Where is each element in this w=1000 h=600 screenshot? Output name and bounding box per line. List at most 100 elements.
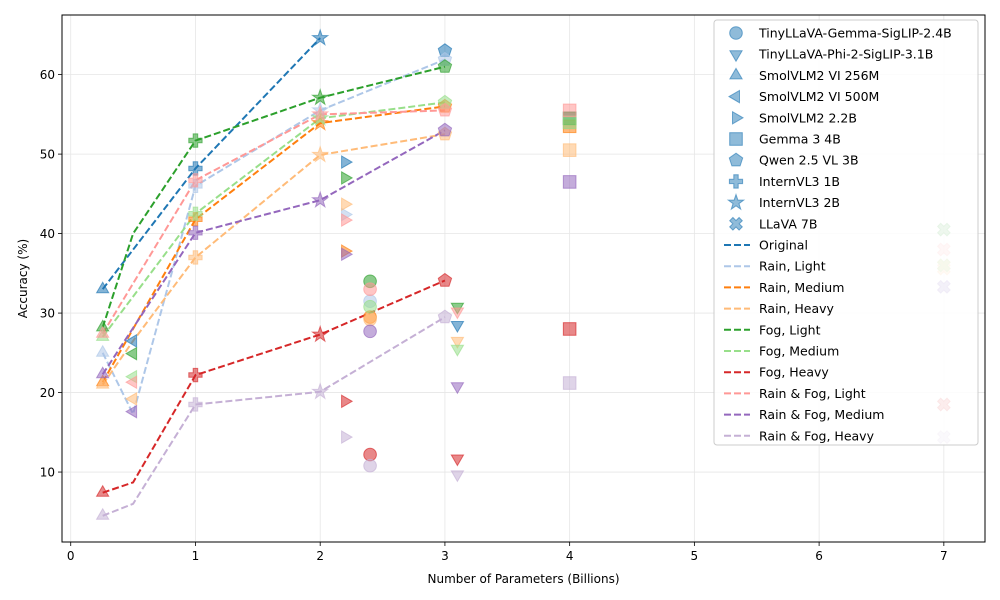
y-tick-label: 50 bbox=[40, 148, 55, 162]
data-point-qwen-2-5-vl-3b-rain-fog-heavy bbox=[437, 309, 453, 324]
x-tick-label: 5 bbox=[691, 549, 699, 563]
data-point-smolvlm2-2-2b-fog-light bbox=[341, 171, 354, 185]
legend-marker-triangle-up-icon bbox=[729, 67, 743, 80]
legend-entry-label: InternVL3 1B bbox=[759, 174, 840, 189]
data-point-internvl3-2b-rain-fog-medium bbox=[310, 190, 330, 208]
x-axis-label: Number of Parameters (Billions) bbox=[427, 572, 619, 586]
series-line-rain-medium bbox=[101, 105, 446, 383]
data-point-qwen-2-5-vl-3b-rain-fog-medium bbox=[437, 122, 453, 137]
legend-marker-star-icon bbox=[726, 192, 746, 211]
legend-entry-label: SmolVLM2 VI 256M bbox=[759, 68, 879, 83]
y-tick-label: 60 bbox=[40, 68, 55, 82]
data-point-tinyllava-phi-2-siglip-3-1b-rain-fog-medium bbox=[450, 382, 465, 395]
data-point-internvl3-2b-fog-light bbox=[310, 88, 330, 106]
data-point-smolvlm2-2-2b-original bbox=[341, 155, 354, 169]
data-point-tinyllava-phi-2-siglip-3-1b-rain-fog-heavy bbox=[450, 470, 465, 483]
x-tick-label: 3 bbox=[441, 549, 449, 563]
data-point-internvl3-1b-rain-fog-light bbox=[188, 173, 203, 188]
data-point-tinyllava-gemma-siglip-2-4b-rain-heavy bbox=[363, 312, 377, 327]
legend: TinyLLaVA-Gemma-SigLIP-2.4B TinyLLaVA-Phi… bbox=[713, 19, 979, 446]
data-point-gemma-3-4b-rain-fog-heavy bbox=[562, 376, 577, 390]
x-tick-label: 6 bbox=[815, 549, 823, 563]
data-point-tinyllava-phi-2-siglip-3-1b-rain-heavy bbox=[450, 336, 465, 349]
y-axis-label: Accuracy (%) bbox=[16, 239, 30, 318]
legend-marker-triangle-down-icon bbox=[729, 50, 743, 63]
legend-entry-label: Rain & Fog, Light bbox=[759, 386, 866, 401]
data-point-tinyllava-gemma-siglip-2-4b-rain-fog-light bbox=[363, 282, 377, 297]
data-point-tinyllava-phi-2-siglip-3-1b-fog-heavy bbox=[450, 454, 465, 467]
data-point-internvl3-1b-fog-light bbox=[188, 133, 203, 148]
data-point-smolvlm2-vi-256m-rain-fog-medium bbox=[95, 366, 110, 379]
data-point-internvl3-2b-rain-medium bbox=[310, 113, 330, 131]
data-point-tinyllava-gemma-siglip-2-4b-rain-fog-medium bbox=[363, 324, 377, 339]
data-point-smolvlm2-vi-256m-rain-heavy bbox=[95, 376, 110, 389]
legend-entry-label: Rain & Fog, Medium bbox=[759, 407, 884, 422]
data-point-smolvlm2-vi-500m-rain-fog-light bbox=[125, 375, 138, 390]
x-tick-label: 4 bbox=[566, 549, 574, 563]
legend-entry-label: TinyLLaVA-Gemma-SigLIP-2.4B bbox=[758, 26, 952, 41]
x-tick-label: 2 bbox=[316, 549, 324, 563]
legend-marker-triangle-left-icon bbox=[728, 89, 740, 104]
legend-marker-triangle-right-icon bbox=[732, 110, 744, 125]
legend-entry-label: Qwen 2.5 VL 3B bbox=[759, 153, 859, 168]
data-point-internvl3-2b-original bbox=[310, 28, 330, 46]
legend-entry-label: SmolVLM2 2.2B bbox=[759, 110, 857, 125]
legend-entry-label: Rain & Fog, Heavy bbox=[759, 428, 875, 443]
y-tick-label: 20 bbox=[40, 386, 55, 400]
legend-entry-label: LLaVA 7B bbox=[759, 216, 817, 231]
legend-box bbox=[713, 19, 979, 446]
legend-entry-label: TinyLLaVA-Phi-2-SigLIP-3.1B bbox=[758, 47, 933, 62]
data-point-smolvlm2-vi-256m-rain-fog-heavy bbox=[95, 507, 110, 520]
legend-entry-label: Fog, Medium bbox=[759, 344, 839, 359]
data-point-gemma-3-4b-fog-medium bbox=[562, 115, 577, 130]
legend-marker-circle-icon bbox=[729, 26, 743, 40]
legend-entry-label: Fog, Light bbox=[759, 322, 821, 337]
legend-entry-label: Rain, Medium bbox=[759, 280, 844, 295]
data-point-smolvlm2-vi-256m-rain-light bbox=[95, 344, 110, 357]
y-tick-label: 40 bbox=[40, 227, 55, 241]
data-point-smolvlm2-2-2b-fog-heavy bbox=[341, 394, 354, 409]
series-line-fog-light bbox=[101, 65, 446, 328]
data-point-gemma-3-4b-rain-fog-medium bbox=[562, 175, 577, 189]
data-point-internvl3-2b-rain-heavy bbox=[311, 145, 330, 163]
legend-entry-label: Rain, Light bbox=[759, 259, 826, 274]
data-point-tinyllava-phi-2-siglip-3-1b-original bbox=[450, 321, 465, 333]
legend-entry-label: SmolVLM2 VI 500M bbox=[759, 89, 879, 104]
x-tick-label: 1 bbox=[192, 549, 200, 563]
data-point-smolvlm2-2-2b-rain-fog-light bbox=[341, 213, 354, 227]
data-point-smolvlm2-vi-256m-fog-heavy bbox=[95, 484, 110, 497]
series-line-fog-heavy bbox=[102, 279, 446, 494]
data-point-smolvlm2-vi-500m-fog-light bbox=[125, 346, 138, 361]
data-point-internvl3-1b-fog-medium bbox=[188, 206, 203, 221]
legend-entry-label: Gemma 3 4B bbox=[759, 132, 841, 147]
x-tick-label: 7 bbox=[940, 549, 948, 563]
legend-entry-label: Fog, Heavy bbox=[759, 365, 829, 380]
y-tick-label: 10 bbox=[40, 466, 55, 480]
data-point-smolvlm2-2-2b-rain-heavy bbox=[341, 197, 354, 212]
data-point-qwen-2-5-vl-3b-rain-fog-light bbox=[437, 102, 453, 117]
data-point-smolvlm2-vi-500m-original bbox=[125, 333, 138, 348]
x-tick-label: 0 bbox=[67, 549, 75, 563]
data-point-internvl3-1b-rain-fog-heavy bbox=[188, 397, 203, 412]
data-point-smolvlm2-vi-500m-rain-fog-medium bbox=[125, 404, 138, 419]
data-point-smolvlm2-vi-256m-original bbox=[95, 281, 110, 294]
data-point-smolvlm2-2-2b-rain-fog-heavy bbox=[341, 430, 354, 444]
data-point-tinyllava-gemma-siglip-2-4b-fog-medium bbox=[363, 299, 377, 314]
data-point-qwen-2-5-vl-3b-fog-light bbox=[437, 59, 453, 73]
series-line-original bbox=[101, 37, 321, 290]
data-point-internvl3-1b-fog-heavy bbox=[188, 367, 203, 383]
data-point-gemma-3-4b-fog-heavy bbox=[562, 322, 577, 336]
data-point-smolvlm2-vi-256m-rain-fog-light bbox=[95, 325, 110, 338]
plot-frame bbox=[61, 14, 986, 543]
data-point-gemma-3-4b-rain-fog-light bbox=[562, 103, 577, 118]
series-line-rain-fog-heavy bbox=[102, 316, 446, 517]
y-tick-label: 30 bbox=[40, 307, 55, 321]
data-point-tinyllava-gemma-siglip-2-4b-rain-fog-heavy bbox=[363, 458, 377, 473]
data-point-tinyllava-phi-2-siglip-3-1b-fog-medium bbox=[450, 344, 465, 357]
series-line-rain-fog-light bbox=[101, 109, 445, 335]
legend-entry-label: InternVL3 2B bbox=[759, 195, 840, 210]
legend-entry-label: Original bbox=[759, 238, 808, 253]
legend-entry-label: Rain, Heavy bbox=[759, 301, 835, 316]
